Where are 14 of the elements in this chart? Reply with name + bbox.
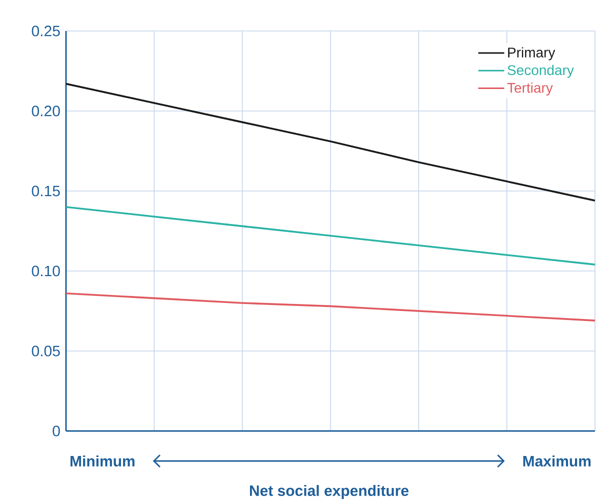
legend-label: Secondary [508, 64, 574, 78]
y-tick-label: 0 [52, 426, 60, 436]
line-series [66, 206, 595, 266]
y-tick-label: 0.25 [32, 26, 60, 36]
y-tick-label: 0.15 [32, 186, 60, 196]
line-series [66, 82, 595, 202]
legend-label: Primary [508, 47, 556, 60]
y-tick-label: 0.05 [32, 346, 60, 356]
text: Maximum [523, 455, 591, 466]
y-tick-label: 0.10 [32, 266, 60, 276]
x-axis-title: Net social expenditure [250, 484, 408, 499]
legend-label: Tertiary [507, 82, 553, 96]
text: Minimum [70, 455, 134, 466]
y-tick-label: 0.20 [32, 106, 60, 116]
